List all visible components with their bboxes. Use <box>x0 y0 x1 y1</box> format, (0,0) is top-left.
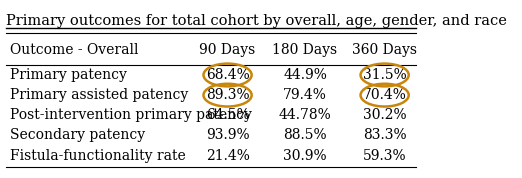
Text: 21.4%: 21.4% <box>206 150 250 163</box>
Text: Outcome - Overall: Outcome - Overall <box>10 43 138 57</box>
Text: 30.9%: 30.9% <box>283 150 327 163</box>
Text: 64.5%: 64.5% <box>206 108 250 122</box>
Text: 83.3%: 83.3% <box>363 129 407 142</box>
Text: Post-intervention primary patency: Post-intervention primary patency <box>10 108 252 122</box>
Text: 360 Days: 360 Days <box>352 43 417 57</box>
Text: Fistula-functionality rate: Fistula-functionality rate <box>10 150 185 163</box>
Text: 31.5%: 31.5% <box>363 68 407 82</box>
Text: 89.3%: 89.3% <box>206 88 250 102</box>
Text: Primary patency: Primary patency <box>10 68 127 82</box>
Text: Primary outcomes for total cohort by overall, age, gender, and race: Primary outcomes for total cohort by ove… <box>6 14 506 28</box>
Text: 68.4%: 68.4% <box>206 68 250 82</box>
Text: 93.9%: 93.9% <box>206 129 250 142</box>
Text: Primary assisted patency: Primary assisted patency <box>10 88 188 102</box>
Text: 70.4%: 70.4% <box>363 88 407 102</box>
Text: 180 Days: 180 Days <box>272 43 338 57</box>
Text: 44.9%: 44.9% <box>283 68 327 82</box>
Text: 44.78%: 44.78% <box>279 108 331 122</box>
Text: 88.5%: 88.5% <box>283 129 327 142</box>
Text: 59.3%: 59.3% <box>363 150 407 163</box>
Text: Secondary patency: Secondary patency <box>10 129 145 142</box>
Text: 90 Days: 90 Days <box>199 43 256 57</box>
Text: 30.2%: 30.2% <box>363 108 407 122</box>
Text: 79.4%: 79.4% <box>283 88 327 102</box>
